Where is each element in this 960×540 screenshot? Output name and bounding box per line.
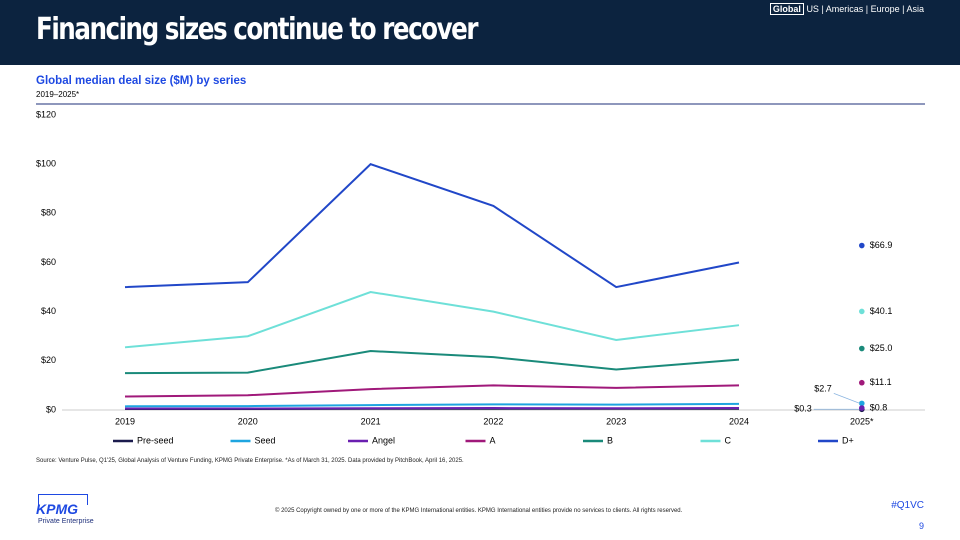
chart-title: Global median deal size ($M) by series (36, 75, 246, 87)
x-tick-label: 2019 (115, 416, 135, 426)
value-label: $40.1 (870, 306, 893, 316)
value-label: $11.1 (870, 377, 892, 387)
point (859, 308, 865, 315)
y-tick-label: $100 (36, 159, 56, 169)
leader-line (833, 393, 860, 404)
chart-subtitle: 2019–2025* (36, 90, 79, 99)
point (859, 379, 865, 386)
y-tick-label: $0 (46, 404, 56, 414)
value-label: $2.7 (814, 384, 832, 394)
point (859, 400, 865, 407)
y-tick-label: $80 (41, 208, 56, 218)
x-tick-label: 2020 (238, 416, 258, 426)
legend-label: Seed (255, 435, 276, 445)
legend-label: C (725, 435, 732, 445)
value-label: $0.3 (794, 404, 812, 414)
legend-label: D+ (842, 435, 854, 445)
brand-sub: Private Enterprise (38, 518, 94, 525)
copyright: © 2025 Copyright owned by one or more of… (275, 508, 683, 514)
source-note: Source: Venture Pulse, Q1'25, Global Ana… (36, 458, 464, 464)
series-line (124, 402, 740, 408)
y-tick-label: $120 (36, 109, 56, 119)
region-links[interactable]: US | Americas | Europe | Asia (806, 4, 924, 14)
logo-boxes (38, 494, 88, 505)
hashtag[interactable]: #Q1VC (891, 500, 924, 511)
region-selected[interactable]: Global (769, 3, 804, 15)
brand: KPMG (36, 501, 78, 517)
chart: Global median deal size ($M) by series 2… (36, 75, 925, 445)
y-tick-label: $20 (41, 355, 56, 365)
region-nav: Global US | Americas | Europe | Asia (769, 3, 924, 15)
x-tick-label: 2025* (850, 416, 874, 426)
series-line (124, 349, 740, 375)
series-line (124, 384, 740, 398)
point (859, 242, 865, 249)
value-label: $66.9 (870, 240, 893, 250)
legend-label: A (490, 435, 496, 445)
point (859, 345, 865, 352)
x-tick-label: 2023 (606, 416, 626, 426)
legend-label: Pre-seed (137, 435, 174, 445)
value-label: $0.8 (870, 402, 888, 412)
legend-label: Angel (372, 435, 395, 445)
header-band: Financing sizes continue to recover Glob… (0, 0, 960, 65)
value-label: $25.0 (870, 343, 893, 353)
page-title: Financing sizes continue to recover (36, 12, 479, 47)
series-line (124, 290, 740, 349)
legend-label: B (607, 435, 613, 445)
point (859, 405, 865, 411)
series-line (124, 163, 740, 289)
page-number: 9 (918, 521, 924, 531)
x-tick-label: 2024 (729, 416, 749, 426)
y-tick-label: $60 (41, 257, 56, 267)
x-tick-label: 2022 (483, 416, 503, 426)
x-tick-label: 2021 (361, 416, 381, 426)
y-tick-label: $40 (41, 306, 56, 316)
